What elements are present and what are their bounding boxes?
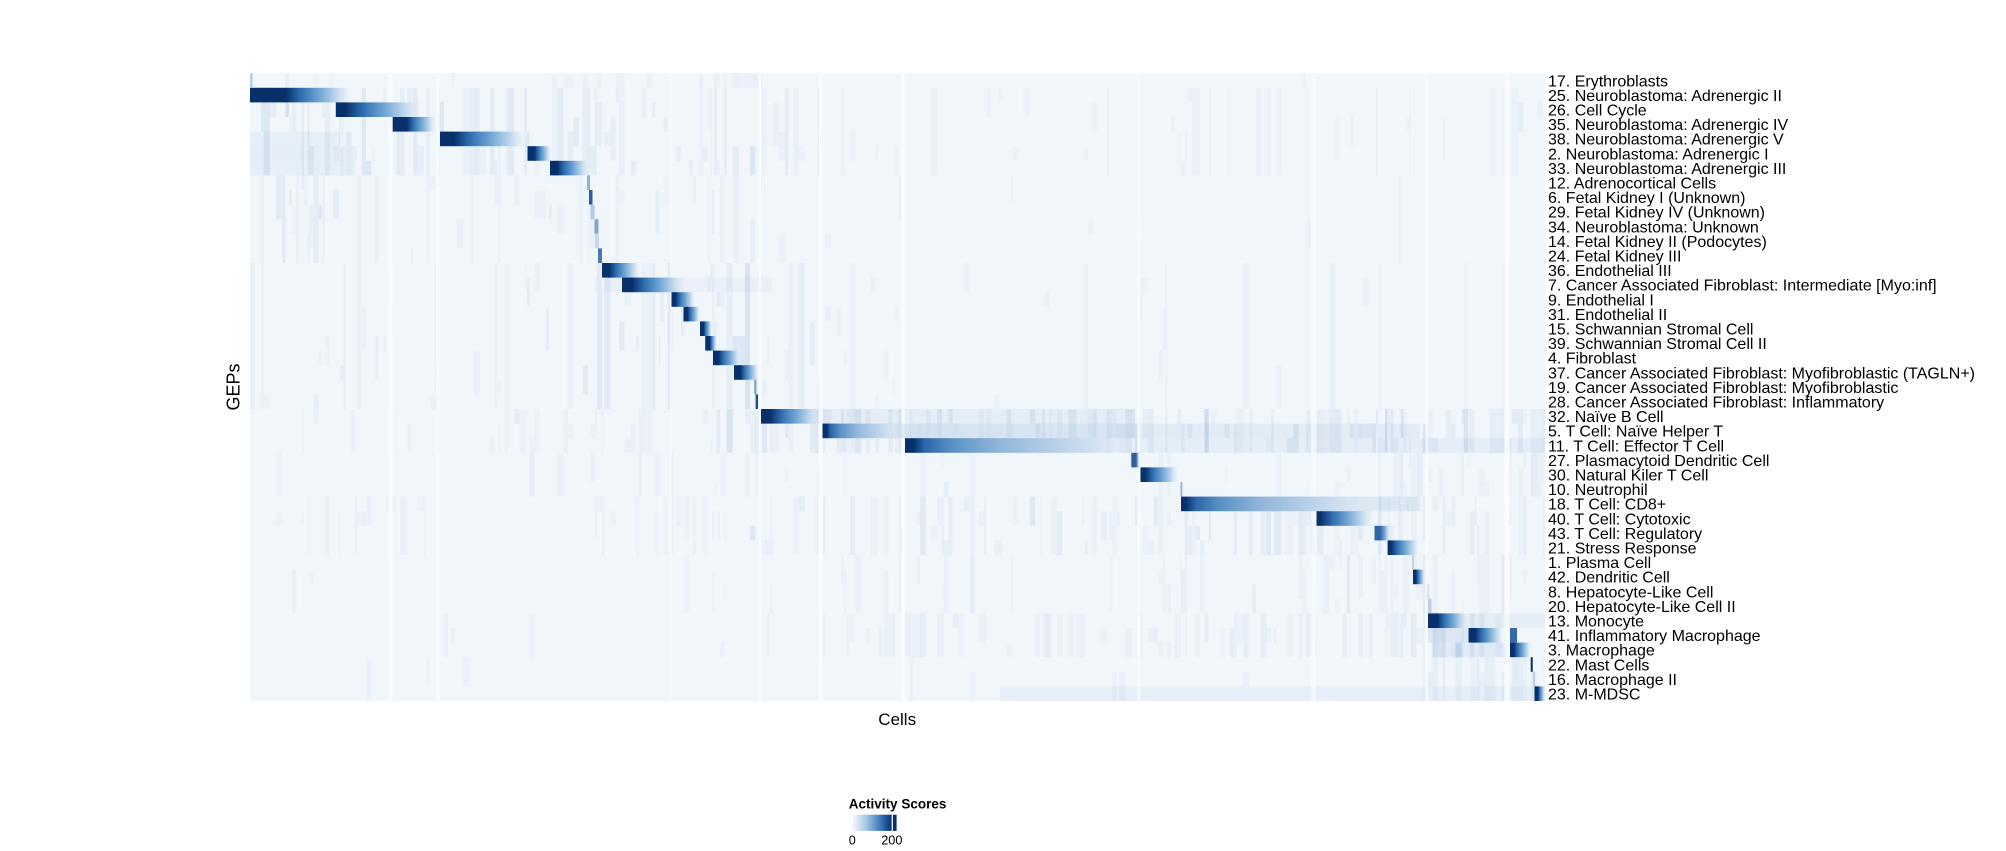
svg-text:25. Neuroblastoma: Adrenergic: 25. Neuroblastoma: Adrenergic II xyxy=(1548,88,1782,105)
svg-text:32. Naïve B Cell: 32. Naïve B Cell xyxy=(1548,409,1664,426)
svg-text:43. T Cell: Regulatory: 43. T Cell: Regulatory xyxy=(1548,526,1702,543)
svg-text:GEPs: GEPs xyxy=(224,363,244,410)
svg-text:22. Mast Cells: 22. Mast Cells xyxy=(1548,657,1649,674)
svg-text:200: 200 xyxy=(881,833,902,847)
svg-text:6. Fetal Kidney I (Unknown): 6. Fetal Kidney I (Unknown) xyxy=(1548,190,1745,207)
svg-text:26. Cell Cycle: 26. Cell Cycle xyxy=(1548,103,1647,120)
svg-text:14. Fetal Kidney II (Podocytes: 14. Fetal Kidney II (Podocytes) xyxy=(1548,234,1767,251)
svg-text:37. Cancer Associated Fibrobla: 37. Cancer Associated Fibroblast: Myofib… xyxy=(1548,365,1975,382)
svg-text:29. Fetal Kidney IV (Unknown): 29. Fetal Kidney IV (Unknown) xyxy=(1548,205,1765,222)
svg-text:30. Natural Kiler T Cell: 30. Natural Kiler T Cell xyxy=(1548,468,1708,485)
svg-text:4. Fibroblast: 4. Fibroblast xyxy=(1548,351,1637,368)
svg-text:15. Schwannian Stromal Cell: 15. Schwannian Stromal Cell xyxy=(1548,322,1753,339)
svg-text:17. Erythroblasts: 17. Erythroblasts xyxy=(1548,73,1668,90)
svg-text:31. Endothelial II: 31. Endothelial II xyxy=(1548,307,1667,324)
svg-text:8. Hepatocyte-Like Cell: 8. Hepatocyte-Like Cell xyxy=(1548,584,1713,601)
svg-text:21. Stress Response: 21. Stress Response xyxy=(1548,541,1697,558)
svg-text:1. Plasma Cell: 1. Plasma Cell xyxy=(1548,555,1651,572)
svg-text:28. Cancer Associated Fibrobla: 28. Cancer Associated Fibroblast: Inflam… xyxy=(1548,395,1884,412)
svg-text:13. Monocyte: 13. Monocyte xyxy=(1548,614,1644,631)
svg-text:33. Neuroblastoma: Adrenergic: 33. Neuroblastoma: Adrenergic III xyxy=(1548,161,1786,178)
svg-text:36. Endothelial III: 36. Endothelial III xyxy=(1548,263,1672,280)
svg-text:41. Inflammatory Macrophage: 41. Inflammatory Macrophage xyxy=(1548,628,1761,645)
svg-text:7. Cancer Associated Fibroblas: 7. Cancer Associated Fibroblast: Interme… xyxy=(1548,278,1937,295)
svg-text:34. Neuroblastoma: Unknown: 34. Neuroblastoma: Unknown xyxy=(1548,219,1759,236)
svg-text:5. T Cell: Naïve Helper T: 5. T Cell: Naïve Helper T xyxy=(1548,424,1723,441)
svg-text:35. Neuroblastoma: Adrenergic: 35. Neuroblastoma: Adrenergic IV xyxy=(1548,117,1788,134)
svg-text:12. Adrenocortical Cells: 12. Adrenocortical Cells xyxy=(1548,176,1716,193)
svg-text:2. Neuroblastoma: Adrenergic I: 2. Neuroblastoma: Adrenergic I xyxy=(1548,146,1769,163)
svg-text:27. Plasmacytoid Dendritic Cel: 27. Plasmacytoid Dendritic Cell xyxy=(1548,453,1769,470)
svg-text:38. Neuroblastoma: Adrenergic: 38. Neuroblastoma: Adrenergic V xyxy=(1548,132,1784,149)
svg-text:24. Fetal Kidney III: 24. Fetal Kidney III xyxy=(1548,249,1681,266)
svg-text:11. T Cell: Effector T Cell: 11. T Cell: Effector T Cell xyxy=(1548,438,1724,455)
svg-text:19. Cancer Associated Fibrobla: 19. Cancer Associated Fibroblast: Myofib… xyxy=(1548,380,1898,397)
svg-text:20. Hepatocyte-Like Cell II: 20. Hepatocyte-Like Cell II xyxy=(1548,599,1736,616)
svg-text:16. Macrophage II: 16. Macrophage II xyxy=(1548,672,1677,689)
svg-text:9. Endothelial I: 9. Endothelial I xyxy=(1548,292,1654,309)
svg-text:40. T Cell: Cytotoxic: 40. T Cell: Cytotoxic xyxy=(1548,511,1691,528)
svg-text:18. T Cell: CD8+: 18. T Cell: CD8+ xyxy=(1548,497,1666,514)
svg-text:Activity Scores: Activity Scores xyxy=(849,796,947,811)
svg-text:39. Schwannian Stromal Cell II: 39. Schwannian Stromal Cell II xyxy=(1548,336,1767,353)
svg-text:3. Macrophage: 3. Macrophage xyxy=(1548,643,1655,660)
svg-text:23. M-MDSC: 23. M-MDSC xyxy=(1548,687,1640,704)
svg-text:Cells: Cells xyxy=(878,710,916,729)
svg-text:0: 0 xyxy=(849,833,856,847)
svg-text:10. Neutrophil: 10. Neutrophil xyxy=(1548,482,1648,499)
svg-text:42. Dendritic Cell: 42. Dendritic Cell xyxy=(1548,570,1670,587)
